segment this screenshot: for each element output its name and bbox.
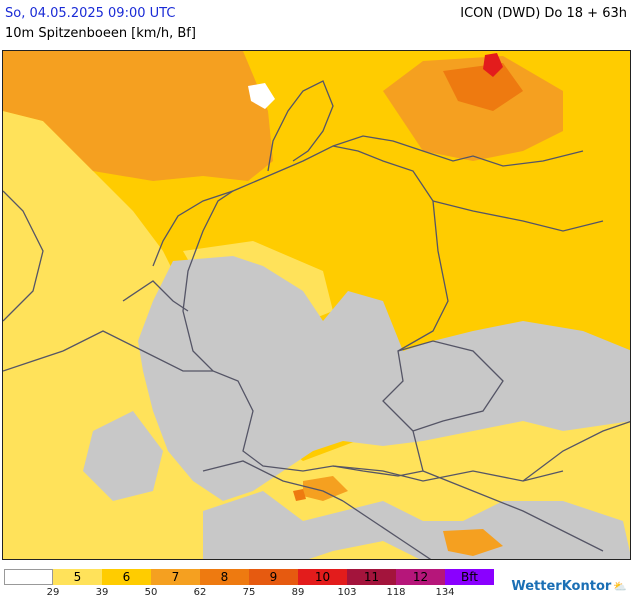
- wetterkontor-logo: WetterKontor ⛅: [511, 579, 627, 594]
- legend-tick-label: 39: [95, 587, 109, 598]
- grey-area-south: [203, 491, 630, 559]
- legend-box: [4, 569, 53, 585]
- legend-tick-label: 118: [386, 587, 406, 598]
- bf7-area-northsea: [3, 51, 273, 181]
- legend-tick-label: 50: [144, 587, 158, 598]
- alps-region: [422, 470, 604, 552]
- baltic-coast: [332, 135, 584, 167]
- legend-box: 5: [53, 569, 102, 585]
- model-label: ICON (DWD) Do 18 + 63h: [460, 6, 627, 21]
- legend-tick-label: 134: [435, 587, 455, 598]
- bf10-spot: [483, 53, 503, 77]
- legend-tick-label: 29: [46, 587, 60, 598]
- legend-tick-label: 103: [337, 587, 357, 598]
- bf7-alps-spot-2: [443, 529, 503, 556]
- hungary-border: [522, 421, 630, 482]
- bf8-area-baltic: [443, 63, 523, 111]
- legend-tick-label: 62: [193, 587, 207, 598]
- datetime-label: So, 04.05.2025 09:00 UTC: [5, 6, 176, 21]
- switzerland-border: [202, 460, 344, 502]
- belgium-border: [122, 280, 189, 312]
- bf7-alps-spot: [303, 476, 348, 501]
- legend-box: 7: [151, 569, 200, 585]
- legend-box: 11: [347, 569, 396, 585]
- legend-box: 9: [249, 569, 298, 585]
- bf8-alps-spot: [293, 489, 306, 501]
- legend-box: 12: [396, 569, 445, 585]
- italy-border: [342, 500, 432, 559]
- france-border: [62, 330, 213, 372]
- calm-patch: [248, 83, 275, 109]
- bf7-area-baltic: [383, 56, 563, 161]
- legend-box: 6: [102, 569, 151, 585]
- legend-tick-label: 75: [242, 587, 256, 598]
- legend-box: Bft: [445, 569, 494, 585]
- logo-text: WetterKontor: [511, 579, 612, 594]
- czech-border: [397, 340, 504, 432]
- grey-area-central: [138, 256, 630, 501]
- austria-border: [332, 465, 564, 482]
- uk-coast: [3, 190, 44, 322]
- poland-border: [432, 200, 604, 232]
- parameter-label: 10m Spitzenboeen [km/h, Bf]: [5, 26, 196, 41]
- wind-gust-map: [2, 50, 631, 560]
- grey-area-southwest: [83, 411, 163, 501]
- france-coast: [3, 350, 64, 372]
- borders: [3, 80, 630, 559]
- logo-weather-icon: ⛅: [613, 580, 627, 593]
- denmark-coast: [267, 80, 334, 172]
- legend-box: 10: [298, 569, 347, 585]
- netherlands-coast: [152, 190, 234, 267]
- legend-box: 8: [200, 569, 249, 585]
- legend-tick-label: 89: [291, 587, 305, 598]
